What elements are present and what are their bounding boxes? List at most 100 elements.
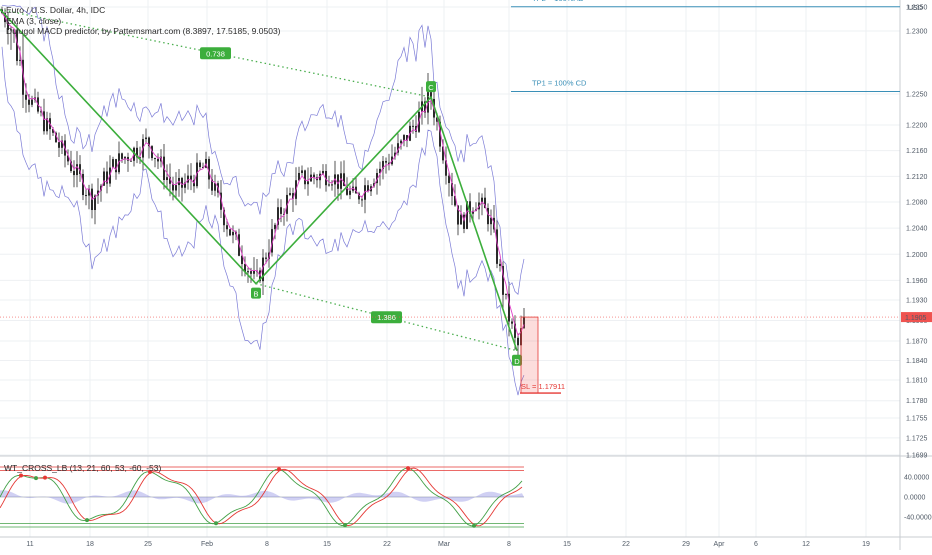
time-tick-label: 8 <box>507 541 511 548</box>
candle-body <box>121 153 123 159</box>
time-tick-label: 22 <box>622 541 630 548</box>
time-tick-label: 25 <box>144 541 152 548</box>
candle-body <box>361 199 363 201</box>
symbol-title: Euro / U.S. Dollar, 4h, IDC <box>6 5 106 15</box>
candle-body <box>307 181 309 185</box>
candle-body <box>508 293 510 322</box>
candle-body <box>415 125 417 132</box>
candle-body <box>226 225 228 230</box>
candle-body <box>31 99 33 105</box>
candle-body <box>394 152 396 157</box>
candle-body <box>94 195 96 211</box>
candle-body <box>445 160 447 176</box>
candle-body <box>343 173 345 186</box>
candle-body <box>16 30 18 61</box>
candle-body <box>331 184 333 186</box>
candle-body <box>208 158 210 180</box>
candle-body <box>112 159 114 168</box>
candle-body <box>274 224 276 230</box>
candle-body <box>403 135 405 141</box>
ratio-label-box <box>371 311 402 324</box>
candle-body <box>499 263 501 266</box>
price-tick-label: 1.2300 <box>906 29 928 36</box>
osc-tick-label: 0.0000 <box>904 495 926 502</box>
candle-body <box>250 271 252 274</box>
candle-body <box>157 158 159 162</box>
cross-dot <box>43 475 47 480</box>
candle-body <box>55 132 57 143</box>
candle-body <box>271 229 273 253</box>
stop-loss-label: SL = 1.17911 <box>521 382 565 391</box>
time-tick-label: 15 <box>563 541 571 548</box>
time-tick-label: 19 <box>862 541 870 548</box>
target-label: TP1 = 100% CD <box>532 78 587 87</box>
candle-body <box>505 293 507 295</box>
candle-body <box>298 172 300 181</box>
cross-dot <box>19 473 23 478</box>
candle-body <box>169 177 171 184</box>
osc-tick-label: 40.0000 <box>904 475 929 482</box>
candle-body <box>148 137 150 147</box>
candle-body <box>364 185 366 200</box>
cross-dot <box>406 466 410 471</box>
candle-body <box>175 185 177 191</box>
price-tick-label: 1.2080 <box>906 200 928 207</box>
candle-body <box>100 185 102 191</box>
candle-body <box>481 197 483 203</box>
candle-body <box>280 207 282 214</box>
time-tick-label: 11 <box>26 541 33 548</box>
price-tick-label: 1.1930 <box>906 298 928 305</box>
time-tick-label: 8 <box>265 541 269 548</box>
target-label: TP2 = 100%AD <box>532 0 584 3</box>
pivot-label-c: C <box>428 83 434 92</box>
candle-body <box>313 174 315 178</box>
price-tick-label: 1.2350 <box>906 5 928 12</box>
candle-body <box>223 209 225 226</box>
candle-body <box>466 201 468 229</box>
candle-body <box>406 135 408 141</box>
time-tick-label: 6 <box>754 541 758 548</box>
candle-body <box>376 173 378 184</box>
candle-body <box>322 171 324 174</box>
candle-body <box>244 264 246 273</box>
candle-body <box>355 186 357 194</box>
macd-band-upper <box>1 4 525 296</box>
candle-body <box>25 94 27 100</box>
time-tick-label: Mar <box>438 541 451 548</box>
candle-body <box>301 170 303 173</box>
price-tick-label: 1.2200 <box>906 123 928 130</box>
pivot-label-b: B <box>253 290 258 299</box>
price-tick-label: 1.1870 <box>906 339 928 346</box>
pivot-label-box <box>512 354 522 366</box>
time-tick-label: 12 <box>802 541 810 548</box>
candle-body <box>40 111 42 113</box>
candle-body <box>73 171 75 176</box>
cross-dot <box>277 467 281 472</box>
candle-body <box>319 173 321 181</box>
candle-body <box>385 161 387 163</box>
macd-legend: Dulugol MACD predictor, by Patternsmart.… <box>6 26 281 36</box>
candle-body <box>412 125 414 127</box>
candle-body <box>88 188 90 196</box>
candle-body <box>487 208 489 225</box>
candle-body <box>265 257 267 259</box>
candle-body <box>262 257 264 282</box>
candle-body <box>61 140 63 148</box>
candle-body <box>424 101 426 113</box>
candle-body <box>28 99 30 105</box>
candle-body <box>58 142 60 148</box>
candle-body <box>184 182 186 188</box>
candle-body <box>490 217 492 225</box>
candle-body <box>496 229 498 264</box>
candle-body <box>460 214 462 225</box>
candle-body <box>106 171 108 184</box>
price-tick-label: 1.2160 <box>906 148 928 155</box>
time-tick-label: 15 <box>323 541 331 548</box>
candle-body <box>469 201 471 214</box>
candle-body <box>457 205 459 225</box>
time-tick-label: 18 <box>86 541 94 548</box>
candle-body <box>124 156 126 159</box>
candle-body <box>241 255 243 265</box>
